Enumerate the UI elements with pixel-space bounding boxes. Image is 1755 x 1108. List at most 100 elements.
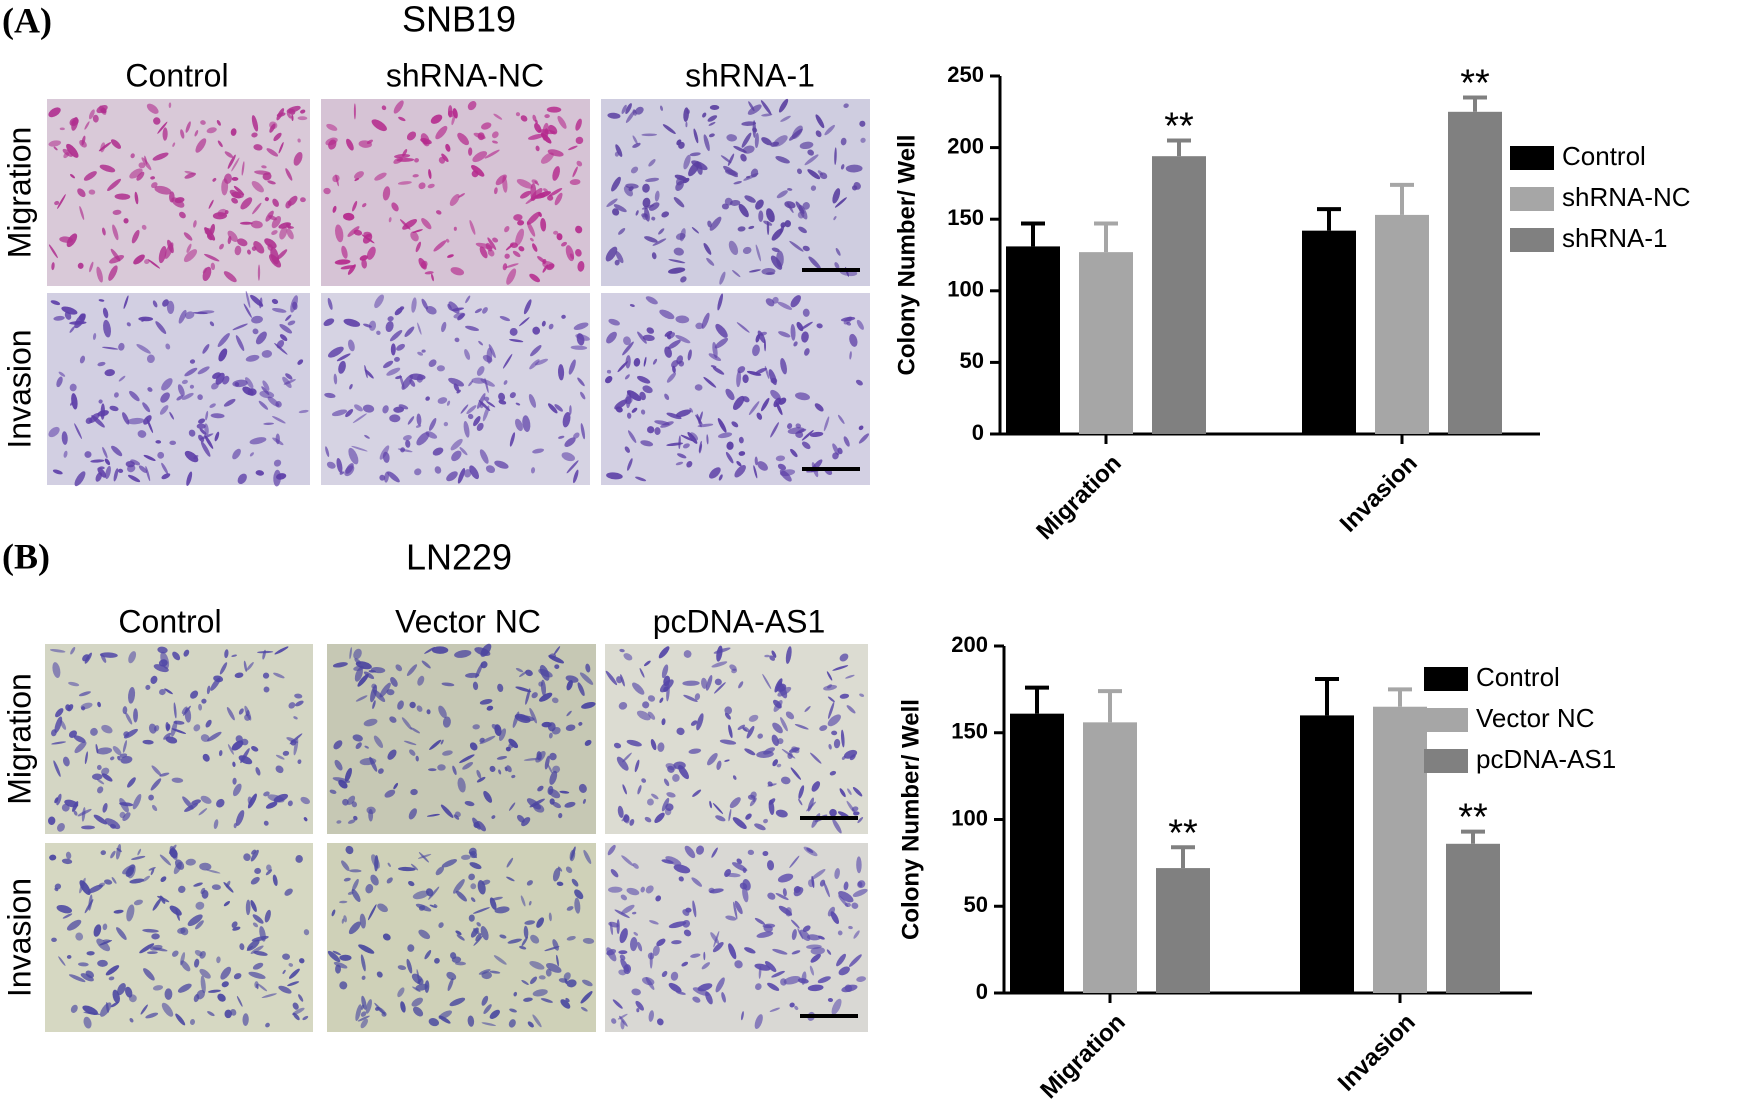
cell xyxy=(762,923,776,929)
cell xyxy=(184,367,198,377)
cell xyxy=(631,407,638,413)
cell xyxy=(123,728,138,739)
cell xyxy=(418,182,426,190)
cell xyxy=(91,415,105,428)
cell xyxy=(168,102,172,109)
cell xyxy=(217,140,223,148)
cell xyxy=(752,344,760,357)
cell xyxy=(742,396,750,403)
cell xyxy=(569,405,572,415)
cell xyxy=(369,756,378,772)
cell xyxy=(51,262,55,271)
cell xyxy=(390,676,398,687)
cell xyxy=(398,866,416,872)
cell xyxy=(657,742,665,752)
cell xyxy=(370,874,379,886)
cell xyxy=(732,395,745,411)
cell xyxy=(331,409,348,417)
cell xyxy=(262,380,270,391)
cell xyxy=(606,331,617,344)
cell xyxy=(798,785,805,799)
cell xyxy=(476,366,485,376)
cell xyxy=(542,258,547,265)
cell xyxy=(847,788,852,795)
cell xyxy=(646,798,654,806)
cell xyxy=(386,689,395,696)
cell xyxy=(809,431,824,438)
cell xyxy=(767,982,780,991)
cell xyxy=(797,428,807,434)
cell xyxy=(132,793,142,810)
cell xyxy=(409,749,416,756)
cell xyxy=(74,741,87,754)
cell xyxy=(757,330,766,344)
cell xyxy=(808,256,821,270)
micrograph xyxy=(47,290,310,487)
cell xyxy=(84,121,90,130)
cell xyxy=(461,854,471,860)
cell xyxy=(542,122,549,141)
cell xyxy=(798,226,807,234)
cell xyxy=(331,909,336,917)
cell xyxy=(473,416,481,427)
cell xyxy=(575,225,583,234)
cell xyxy=(726,441,734,450)
cell xyxy=(235,810,245,826)
cell xyxy=(782,888,787,897)
cell xyxy=(575,334,590,341)
cell xyxy=(255,767,261,776)
cell xyxy=(148,794,154,801)
cell xyxy=(614,399,628,410)
legend-swatch xyxy=(1510,228,1554,252)
cell xyxy=(492,237,499,243)
cell xyxy=(750,168,759,178)
cell xyxy=(279,323,293,334)
cell xyxy=(48,426,60,438)
cell xyxy=(207,1011,215,1017)
cell xyxy=(636,1008,640,1013)
cell xyxy=(200,975,206,994)
y-tick-label: 200 xyxy=(951,632,988,657)
cell xyxy=(100,142,106,153)
cell xyxy=(728,240,739,256)
cell xyxy=(561,241,568,247)
cell xyxy=(780,717,788,732)
cell xyxy=(70,1004,78,1013)
cell xyxy=(633,932,638,936)
cell xyxy=(325,446,330,457)
cell xyxy=(641,778,647,783)
cell xyxy=(100,850,107,856)
cell xyxy=(834,867,840,880)
cell xyxy=(394,153,411,159)
cell xyxy=(748,101,755,112)
cell xyxy=(69,326,76,333)
cell xyxy=(680,276,687,283)
cell xyxy=(126,322,131,327)
cell xyxy=(565,724,576,732)
cell xyxy=(366,246,376,260)
cell xyxy=(243,303,252,318)
cell xyxy=(77,962,89,967)
cell xyxy=(233,973,242,980)
cell xyxy=(402,219,418,230)
cell xyxy=(185,121,191,133)
cell xyxy=(518,246,525,252)
cell xyxy=(819,725,828,731)
cell xyxy=(147,387,153,392)
row-label: Migration xyxy=(1,673,37,805)
cell xyxy=(263,686,270,693)
cell xyxy=(381,105,387,111)
cell xyxy=(222,375,230,385)
cell xyxy=(755,244,761,262)
cell xyxy=(108,265,118,281)
cell xyxy=(425,396,430,401)
cell xyxy=(267,794,285,803)
cell xyxy=(767,892,776,900)
panel-title: SNB19 xyxy=(402,0,516,40)
cell xyxy=(227,154,236,169)
cell xyxy=(438,156,446,164)
cell xyxy=(682,443,690,449)
cell xyxy=(117,755,121,761)
cell xyxy=(641,133,658,137)
bar xyxy=(1083,722,1137,993)
